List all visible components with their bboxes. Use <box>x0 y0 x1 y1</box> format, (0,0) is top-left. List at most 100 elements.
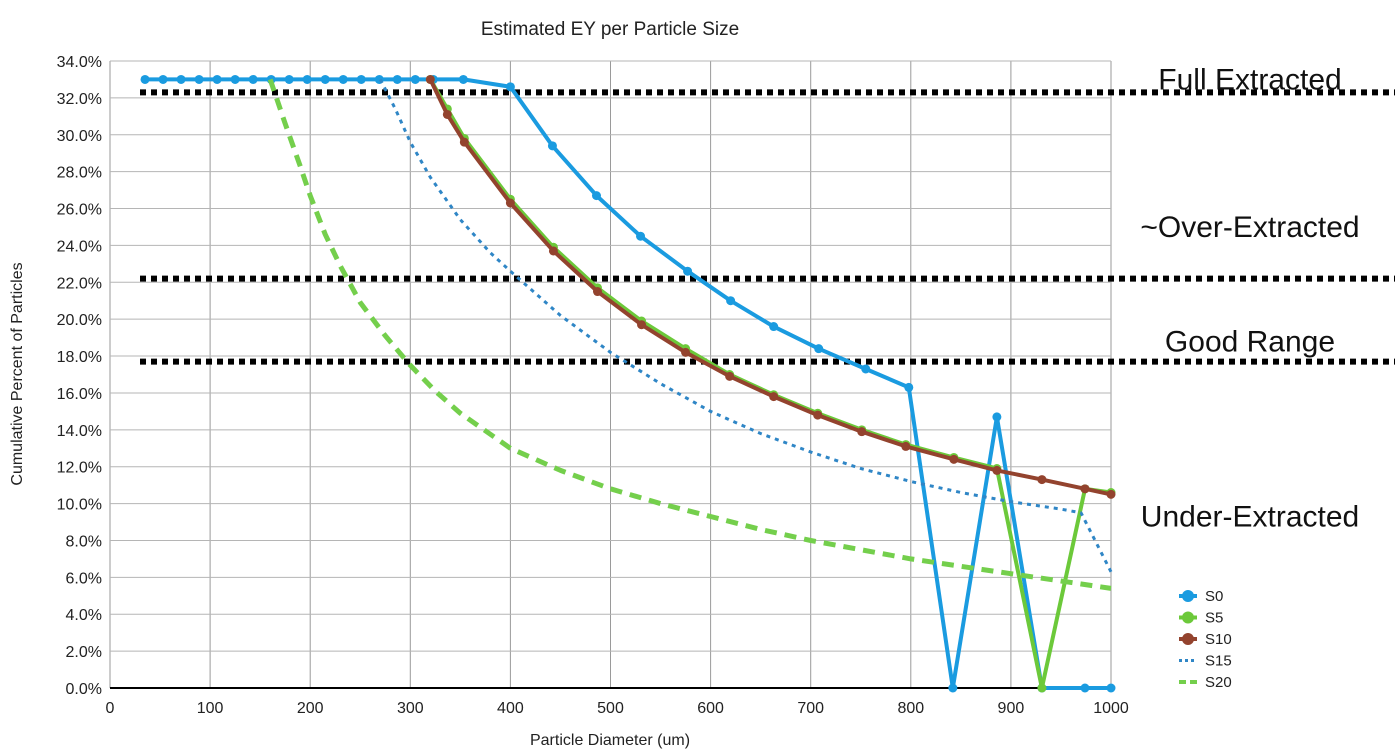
y-tick-label: 20.0% <box>57 312 102 329</box>
data-point <box>948 683 958 693</box>
legend-label: S10 <box>1205 631 1232 648</box>
data-point <box>1037 683 1047 693</box>
y-tick-label: 34.0% <box>57 54 102 71</box>
zone-annotations: Full Extracted ~Over-Extracted Good Range U… <box>1140 63 1359 533</box>
x-tick-label: 200 <box>297 700 324 717</box>
x-tick-label: 800 <box>897 700 924 717</box>
data-point <box>140 74 150 84</box>
legend-marker <box>1182 633 1194 645</box>
data-point <box>459 137 469 147</box>
data-point <box>548 246 558 256</box>
data-point <box>338 74 348 84</box>
data-point <box>769 392 779 402</box>
legend-marker <box>1182 611 1194 624</box>
x-tick-label: 600 <box>697 700 724 717</box>
data-point <box>230 74 240 84</box>
data-point <box>861 364 871 374</box>
data-point <box>901 441 911 451</box>
data-point <box>356 74 366 84</box>
legend-label: S5 <box>1205 610 1223 627</box>
data-point <box>636 231 646 241</box>
legend: S0 S5 S10 S15 S20 <box>1179 588 1232 691</box>
x-tick-label: 100 <box>197 700 224 717</box>
legend-item-s20: S20 <box>1179 674 1232 691</box>
series-line-s5 <box>428 78 1112 690</box>
data-point <box>1106 489 1116 499</box>
data-point <box>194 74 204 84</box>
data-point <box>505 198 515 208</box>
data-point <box>425 74 435 84</box>
x-tick-label: 0 <box>106 700 115 717</box>
y-tick-label: 12.0% <box>57 460 102 477</box>
series-s0 <box>140 74 1116 693</box>
x-tick-labels: 0 100 200 300 400 500 600 700 800 900 1000 <box>106 700 1129 717</box>
y-tick-labels: 0.0% 2.0% 4.0% 6.0% 8.0% 10.0% 12.0% 14.0% 16.0%… <box>57 54 102 698</box>
data-point <box>592 287 602 297</box>
x-tick-label: 900 <box>998 700 1025 717</box>
legend-item-s10: S10 <box>1179 631 1232 648</box>
data-point <box>302 74 312 84</box>
y-tick-label: 6.0% <box>66 570 102 587</box>
series-s20 <box>267 78 1112 591</box>
x-tick-label: 1000 <box>1093 700 1129 717</box>
data-point <box>248 74 258 84</box>
data-point <box>410 74 420 84</box>
data-point <box>1080 484 1090 494</box>
y-tick-label: 24.0% <box>57 238 102 255</box>
x-tick-label: 300 <box>397 700 424 717</box>
data-point <box>949 454 959 464</box>
data-point <box>547 141 557 151</box>
data-point <box>1037 475 1047 485</box>
y-tick-label: 26.0% <box>57 202 102 219</box>
data-point <box>813 410 823 420</box>
y-tick-label: 28.0% <box>57 165 102 182</box>
data-point <box>904 382 914 392</box>
legend-label: S20 <box>1205 674 1232 691</box>
legend-label: S15 <box>1205 653 1232 670</box>
y-tick-label: 16.0% <box>57 386 102 403</box>
data-point <box>681 347 691 357</box>
y-tick-label: 14.0% <box>57 423 102 440</box>
y-tick-label: 2.0% <box>66 644 102 661</box>
series-layer <box>140 74 1116 693</box>
data-point <box>320 74 330 84</box>
y-axis-title: Cumulative Percent of Particles <box>9 262 26 485</box>
legend-item-s0: S0 <box>1179 588 1223 605</box>
zone-label: Good Range <box>1165 325 1335 358</box>
legend-label: S0 <box>1205 588 1223 605</box>
data-point <box>769 322 779 332</box>
y-tick-label: 22.0% <box>57 275 102 292</box>
legend-item-s5: S5 <box>1179 610 1223 627</box>
data-point <box>591 191 601 201</box>
data-point <box>857 427 867 437</box>
data-point <box>725 371 735 381</box>
series-s10 <box>425 74 1116 499</box>
data-point <box>683 266 693 276</box>
data-point <box>992 465 1002 475</box>
x-tick-label: 500 <box>597 700 624 717</box>
data-point <box>392 74 402 84</box>
grid-lines <box>109 60 1112 689</box>
legend-item-s15: S15 <box>1179 653 1232 670</box>
zone-label: Full Extracted <box>1158 63 1341 96</box>
data-point <box>992 412 1002 422</box>
data-point <box>1080 683 1090 693</box>
series-line-s0 <box>145 77 1111 690</box>
zone-label: Under-Extracted <box>1141 500 1359 533</box>
chart-title: Estimated EY per Particle Size <box>481 19 739 40</box>
y-tick-label: 30.0% <box>57 128 102 145</box>
zone-label: ~Over-Extracted <box>1140 211 1359 244</box>
data-point <box>284 74 294 84</box>
data-point <box>505 82 515 92</box>
y-tick-label: 0.0% <box>66 681 102 698</box>
data-point <box>442 109 452 119</box>
y-tick-label: 4.0% <box>66 607 102 624</box>
series-line-s10 <box>428 78 1112 497</box>
series-line-s15 <box>378 78 1113 573</box>
x-axis-title: Particle Diameter (um) <box>530 732 690 749</box>
reference-lines <box>140 89 1395 365</box>
data-point <box>458 74 468 84</box>
data-point <box>814 344 824 354</box>
data-point <box>726 296 736 306</box>
